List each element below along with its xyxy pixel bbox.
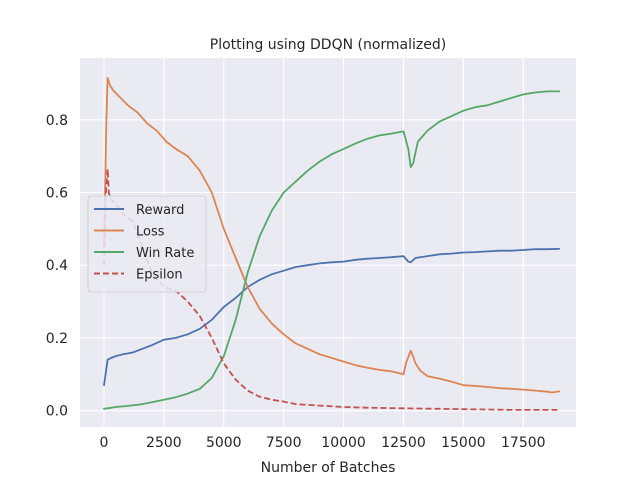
legend-label: Reward (136, 203, 184, 218)
series-line-loss (103, 77, 561, 394)
x-tick-label: 10000 (321, 435, 366, 451)
y-tick-label: 0.4 (46, 258, 68, 274)
y-tick-label: 0.2 (46, 331, 68, 347)
series-line-reward (103, 248, 561, 387)
y-tick-label: 0.0 (46, 404, 68, 420)
tick-labels: 0 2500 5000 7500 10000 12500 15000 17500 0.0 0.2 0… (46, 113, 546, 451)
x-tick-label: 5000 (206, 435, 242, 451)
x-tick-label: 0 (100, 435, 109, 451)
legend-label: Loss (136, 225, 165, 240)
y-tick-label: 0.8 (46, 113, 68, 129)
x-tick-label: 15000 (441, 435, 486, 451)
legend-label: Epsilon (136, 268, 183, 283)
series-line-win-rate (103, 90, 561, 410)
x-tick-label: 12500 (381, 435, 426, 451)
legend-box (87, 195, 207, 293)
legend: Reward Loss Win Rate Epsilon (87, 195, 207, 293)
x-tick-label: 7500 (266, 435, 302, 451)
y-tick-label: 0.6 (46, 186, 68, 202)
x-axis-label: Number of Batches (261, 460, 396, 476)
grid-lines (80, 58, 576, 427)
x-tick-label: 17500 (501, 435, 546, 451)
x-tick-label: 2500 (146, 435, 182, 451)
chart-title: Plotting using DDQN (normalized) (210, 37, 446, 53)
series-line-epsilon (103, 168, 560, 411)
series-lines (103, 77, 561, 411)
legend-label: Win Rate (136, 246, 194, 261)
